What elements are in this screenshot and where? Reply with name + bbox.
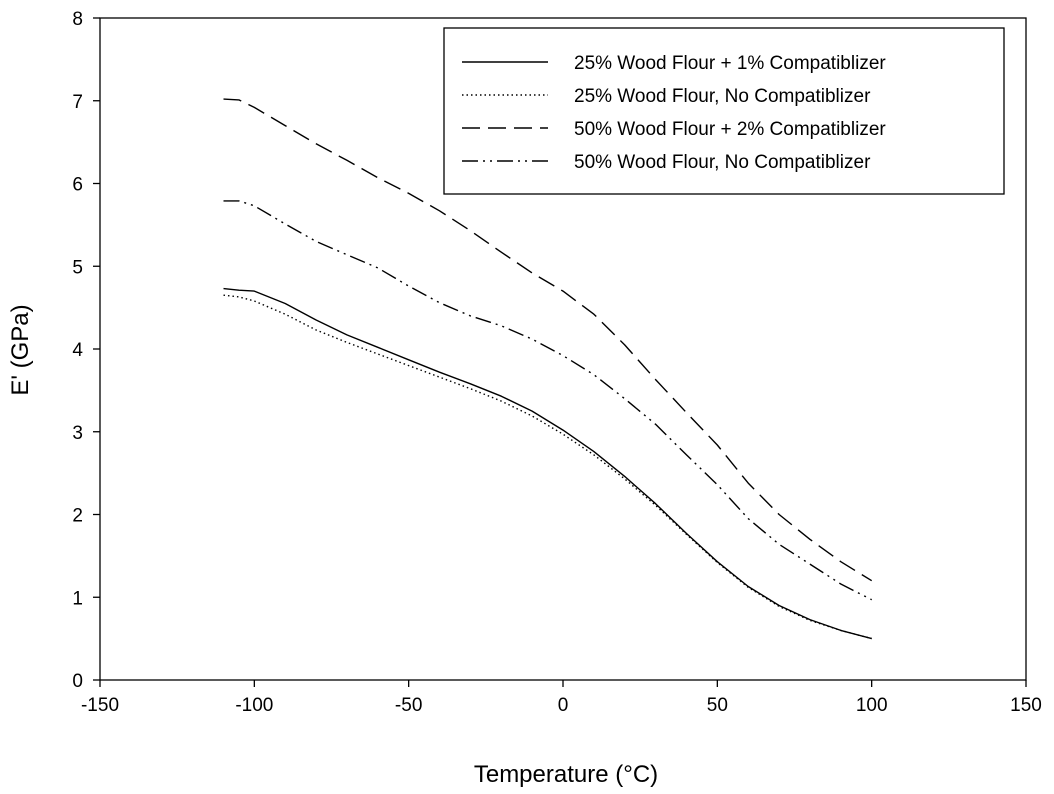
y-tick-label: 2 (72, 506, 83, 527)
x-tick-label: -150 (81, 695, 119, 716)
legend-label-1: 25% Wood Flour + 1% Compatiblizer (574, 53, 886, 74)
y-tick-label: 4 (72, 340, 83, 361)
y-axis-title: E' (GPa) (7, 304, 34, 395)
legend-label-2: 25% Wood Flour, No Compatiblizer (574, 86, 871, 107)
y-tick-label: 6 (72, 175, 83, 196)
legend-label-3: 50% Wood Flour + 2% Compatiblizer (574, 119, 886, 140)
x-tick-label: -50 (395, 695, 422, 716)
series-line-4 (223, 200, 873, 601)
series-line-3 (223, 98, 873, 582)
x-tick-label: 0 (558, 695, 569, 716)
x-axis-title: Temperature (°C) (474, 761, 658, 788)
x-axis-ticks: -150 -100 -50 0 50 100 150 (81, 680, 1042, 716)
y-tick-label: 5 (72, 257, 83, 278)
y-tick-label: 3 (72, 423, 83, 444)
y-tick-label: 8 (72, 9, 83, 30)
legend: 25% Wood Flour + 1% Compatiblizer 25% Woo… (443, 27, 1005, 195)
y-axis-ticks: 0 1 2 3 4 5 6 7 8 (72, 9, 100, 692)
x-tick-label: -100 (235, 695, 273, 716)
series-line-1 (223, 287, 872, 640)
y-tick-label: 0 (72, 671, 83, 692)
x-tick-label: 100 (856, 695, 888, 716)
y-tick-label: 7 (72, 92, 83, 113)
y-tick-label: 1 (72, 588, 83, 609)
legend-box (443, 27, 1005, 195)
series-layer (223, 98, 873, 640)
x-tick-label: 150 (1010, 695, 1042, 716)
legend-label-4: 50% Wood Flour, No Compatiblizer (574, 152, 871, 173)
x-tick-label: 50 (707, 695, 728, 716)
